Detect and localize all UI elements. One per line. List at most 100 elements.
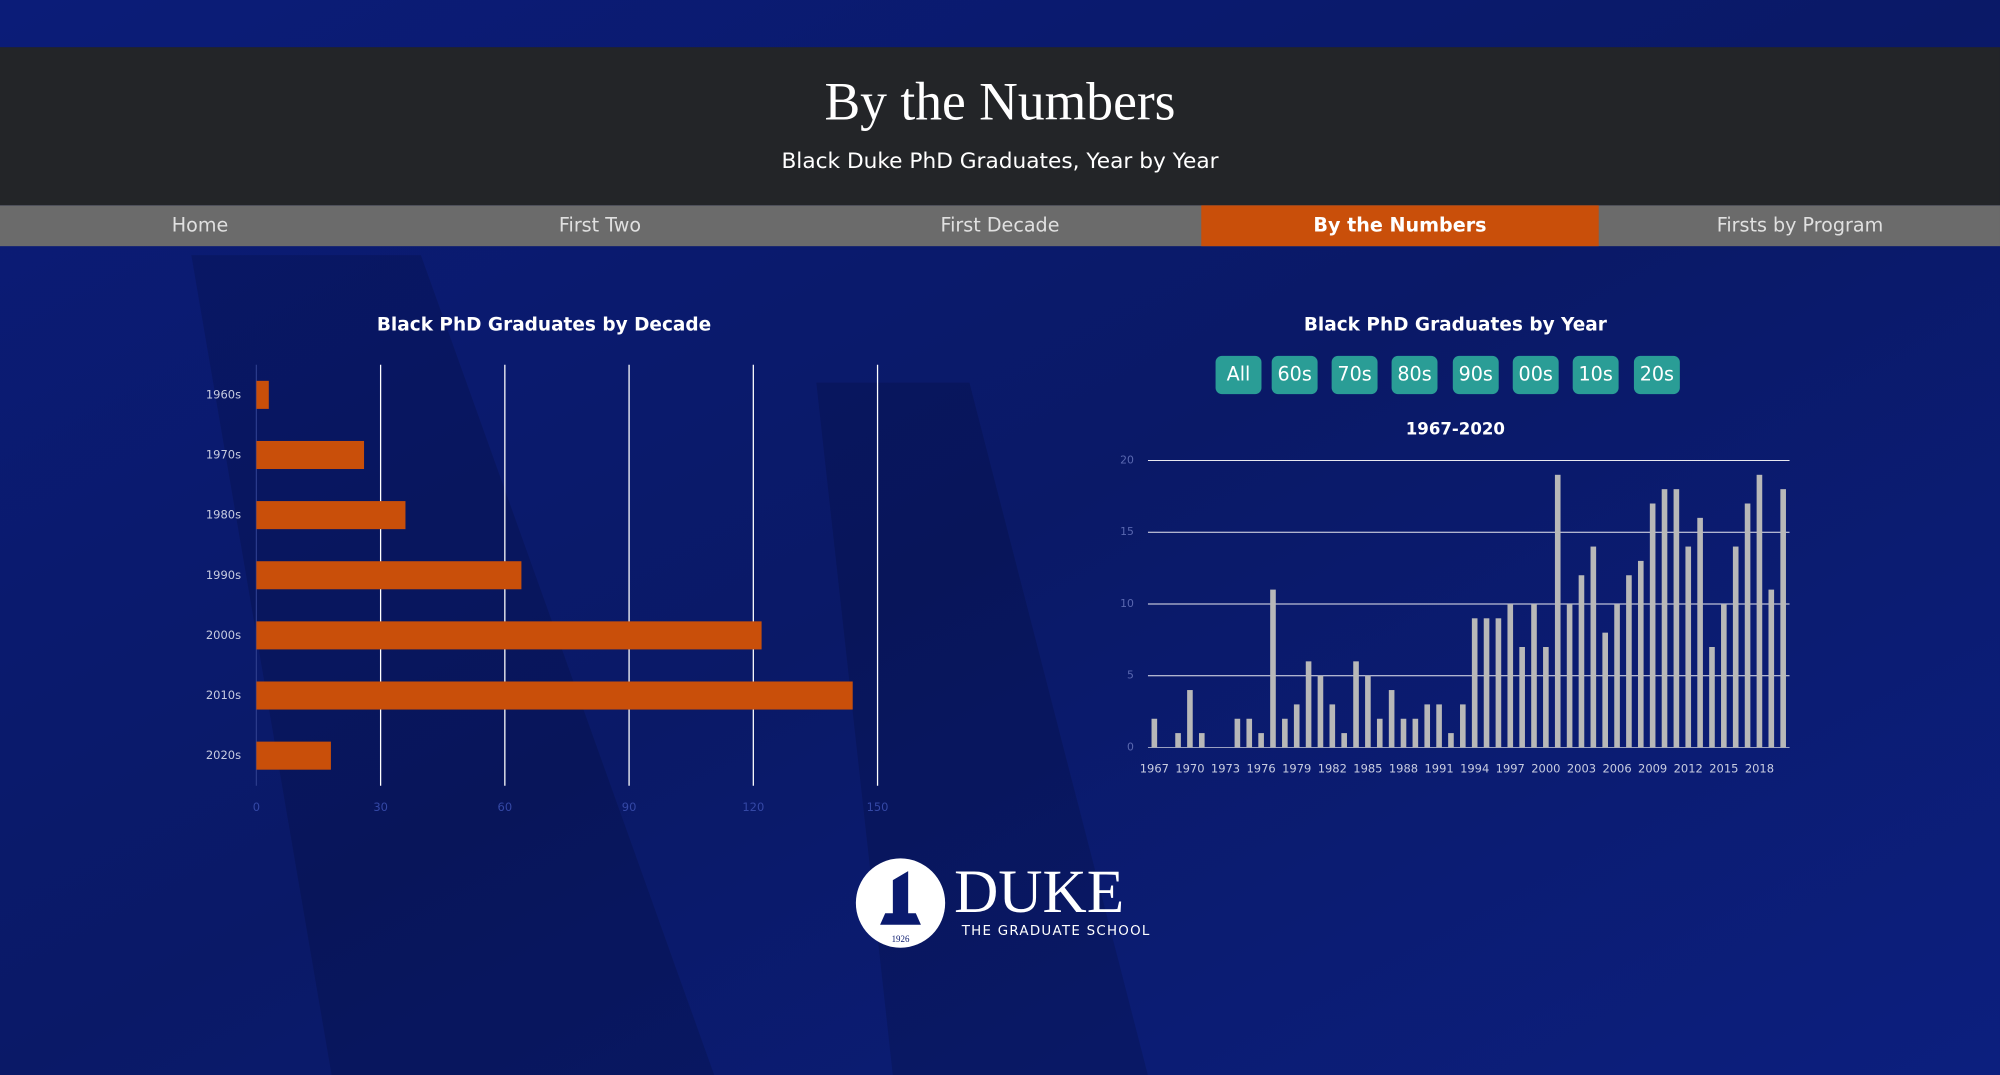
bar <box>1697 517 1703 748</box>
nav-item[interactable]: By the Numbers <box>1201 205 1599 247</box>
bar <box>256 501 406 530</box>
x-tick-label: 2018 <box>1745 762 1774 776</box>
nav-item[interactable]: Home <box>172 213 228 236</box>
x-tick-label: 90 <box>622 800 637 814</box>
bar <box>1305 661 1312 748</box>
x-tick-label: 150 <box>867 800 889 814</box>
y-tick-label: 1980s <box>206 508 241 522</box>
nav-label: Home <box>172 213 228 236</box>
y-tick-label: 20 <box>1120 453 1134 466</box>
y-tick-label: 1990s <box>206 568 241 582</box>
bar <box>1780 489 1786 748</box>
bar <box>1768 589 1775 748</box>
bar <box>1175 733 1181 748</box>
bar <box>1234 718 1241 748</box>
bar <box>1590 546 1597 748</box>
filter-button-label: 10s <box>1579 362 1613 385</box>
nav-item-active <box>1201 205 1599 247</box>
filter-button[interactable]: 90s <box>1452 355 1499 395</box>
bar <box>1329 704 1336 748</box>
x-tick-label: 1973 <box>1211 762 1240 776</box>
filter-button-label: 70s <box>1337 362 1371 385</box>
bar <box>256 621 762 650</box>
filter-button[interactable]: All <box>1215 355 1262 395</box>
filter-button[interactable]: 10s <box>1572 355 1619 395</box>
bar <box>1388 690 1395 748</box>
bar <box>1270 589 1276 748</box>
bar <box>1566 603 1573 748</box>
y-tick-label: 2000s <box>206 628 241 642</box>
x-tick-label: 2006 <box>1602 762 1631 776</box>
bar <box>1471 618 1478 748</box>
x-tick-label: 2012 <box>1674 762 1703 776</box>
bar <box>1317 675 1324 748</box>
bar <box>1198 733 1205 748</box>
page-subtitle: Black Duke PhD Graduates, Year by Year <box>781 149 1218 174</box>
filter-button[interactable]: 00s <box>1512 355 1559 395</box>
x-tick-label: 2009 <box>1638 762 1667 776</box>
bar <box>1637 560 1644 748</box>
bar <box>1436 704 1442 748</box>
bar <box>1602 632 1608 748</box>
bar <box>1721 603 1727 748</box>
bar <box>1519 647 1525 748</box>
x-tick-label: 1985 <box>1353 762 1382 776</box>
bar <box>1424 704 1431 748</box>
filter-button[interactable]: 60s <box>1271 355 1318 395</box>
bar <box>1282 718 1288 748</box>
bar <box>1531 603 1537 748</box>
filter-button-bg <box>1512 355 1559 395</box>
nav-bar <box>0 205 2000 247</box>
bar <box>1649 503 1656 748</box>
x-tick-label: 1982 <box>1318 762 1347 776</box>
nav-item[interactable]: First Two <box>559 213 641 236</box>
bar <box>1483 618 1490 748</box>
filter-button[interactable]: 70s <box>1331 355 1378 395</box>
bar <box>1341 733 1347 748</box>
bar <box>1246 718 1253 748</box>
logo-subtitle: THE GRADUATE SCHOOL <box>961 924 1151 939</box>
filter-button-label: 60s <box>1277 362 1311 385</box>
bar <box>1187 690 1193 748</box>
y-tick-label: 0 <box>1127 740 1134 753</box>
bar <box>1448 733 1454 748</box>
bar <box>1744 503 1751 748</box>
bar <box>1400 718 1407 748</box>
bar <box>1673 489 1680 748</box>
filter-button[interactable]: 20s <box>1633 355 1680 395</box>
bar <box>256 561 522 590</box>
filter-button-bg <box>1331 355 1378 395</box>
bar <box>1685 546 1692 748</box>
x-tick-label: 1976 <box>1247 762 1276 776</box>
nav: Home First Two First Decade By the Numbers F… <box>172 205 1884 247</box>
nav-label: Firsts by Program <box>1717 213 1884 236</box>
bar <box>1756 474 1763 748</box>
filter-button-label: All <box>1227 362 1251 385</box>
nav-item[interactable]: First Decade <box>941 213 1060 236</box>
bar <box>1293 704 1300 748</box>
logo-emblem <box>880 871 921 925</box>
bar <box>1495 618 1502 748</box>
y-tick-label: 2010s <box>206 688 241 702</box>
chart-title: Black PhD Graduates by Year <box>1304 314 1608 335</box>
logo-year: 1926 <box>892 934 910 944</box>
filter-button-bg <box>1572 355 1619 395</box>
nav-item[interactable]: Firsts by Program <box>1717 213 1884 236</box>
year-chart: Black PhD Graduates by Year All 60s 70s 80s 9… <box>1120 314 1790 776</box>
x-tick-label: 1997 <box>1496 762 1525 776</box>
filter-button-label: 90s <box>1459 362 1493 385</box>
x-tick-label: 2003 <box>1567 762 1596 776</box>
nav-label: First Decade <box>941 213 1060 236</box>
bar <box>1460 704 1466 748</box>
bar <box>1258 733 1264 748</box>
logo: 1926 DUKE THE GRADUATE SCHOOL <box>855 858 1151 948</box>
filter-button[interactable]: 80s <box>1391 355 1438 395</box>
filter-button-bg <box>1391 355 1438 395</box>
filter-button-bg <box>1633 355 1680 395</box>
bar <box>1661 489 1668 748</box>
page-title: By the Numbers <box>824 71 1175 131</box>
filter-button-bg <box>1271 355 1318 395</box>
filter-button-bg <box>1215 355 1262 395</box>
